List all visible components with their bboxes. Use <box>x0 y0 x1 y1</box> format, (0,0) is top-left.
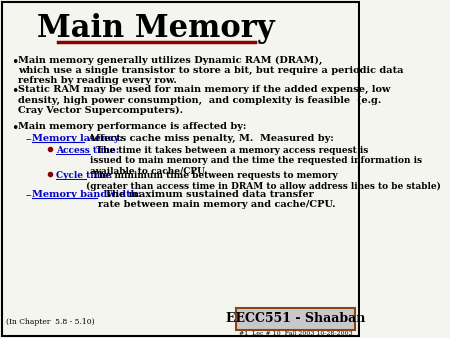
Text: (In Chapter  5.8 - 5.10): (In Chapter 5.8 - 5.10) <box>6 318 95 326</box>
Text: Static RAM may be used for main memory if the added expense, low
density, high p: Static RAM may be used for main memory i… <box>18 85 390 115</box>
Text: The maximum sustained data transfer
rate between main memory and cache/CPU.: The maximum sustained data transfer rate… <box>98 190 335 210</box>
Text: •: • <box>11 56 18 69</box>
Text: The minimum time between requests to memory
(greater than access time in DRAM to: The minimum time between requests to mem… <box>86 171 441 191</box>
Text: which use a single transistor to store a bit, but require a periodic data
refres: which use a single transistor to store a… <box>18 66 403 86</box>
Text: EECC551 - Shaaban: EECC551 - Shaaban <box>225 313 365 325</box>
Text: •: • <box>11 122 18 135</box>
Text: Main memory generally utilizes Dynamic RAM (DRAM),: Main memory generally utilizes Dynamic R… <box>18 56 322 65</box>
FancyBboxPatch shape <box>2 2 359 336</box>
Text: –: – <box>26 134 31 144</box>
FancyBboxPatch shape <box>236 308 355 330</box>
Text: #1  Lec # 10  Fall 2003 10-28-2003: #1 Lec # 10 Fall 2003 10-28-2003 <box>238 331 352 336</box>
Text: Memory latency:: Memory latency: <box>32 134 123 143</box>
Text: Main Memory: Main Memory <box>37 13 275 44</box>
Text: Main memory performance is affected by:: Main memory performance is affected by: <box>18 122 246 131</box>
Text: Memory bandwidth:: Memory bandwidth: <box>32 190 141 199</box>
Text: •: • <box>11 85 18 98</box>
Text: Access time:: Access time: <box>56 146 119 155</box>
Text: Cycle time:: Cycle time: <box>56 171 112 180</box>
Text: Affects cache miss penalty, M.  Measured by:: Affects cache miss penalty, M. Measured … <box>85 134 333 143</box>
Text: The time it takes between a memory access request is
issued to main memory and t: The time it takes between a memory acces… <box>90 146 423 176</box>
Text: –: – <box>26 190 31 200</box>
